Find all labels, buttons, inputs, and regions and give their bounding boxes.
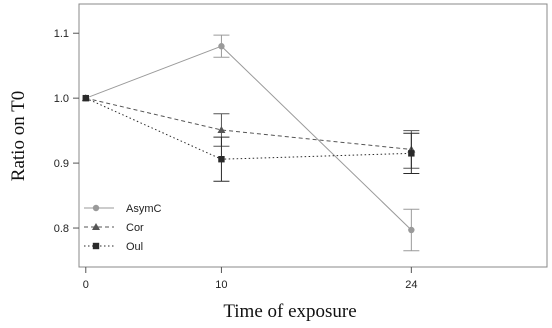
legend-item-oul: Oul (84, 241, 143, 253)
data-point-oul (82, 94, 89, 102)
series-asymc (82, 34, 420, 252)
series-line-cor (85, 97, 412, 150)
legend: AsymC Cor Oul (84, 203, 162, 253)
x-tick-label: 0 (83, 279, 89, 291)
x-tick-label: 10 (215, 279, 227, 291)
legend-label: AsymC (126, 203, 162, 215)
plot-area (78, 3, 548, 268)
data-point-cor (217, 125, 226, 133)
series-oul (82, 94, 420, 182)
legend-label: Oul (126, 241, 143, 253)
legend-label: Cor (126, 222, 144, 234)
legend-marker (92, 204, 100, 212)
data-point-oul (408, 150, 415, 157)
x-tick-label: 24 (405, 279, 417, 291)
y-axis: 0.8 0.9 1.0 1.1 (54, 28, 79, 235)
y-tick-label: 0.8 (54, 223, 69, 235)
legend-marker (92, 242, 100, 250)
data-point-oul (218, 156, 225, 163)
data-point-asymc (408, 226, 415, 234)
y-axis-title: Ratio on T0 (8, 91, 29, 181)
series-layer (81, 34, 420, 252)
y-tick-label: 1.0 (54, 93, 69, 105)
x-axis-title: Time of exposure (223, 301, 356, 322)
legend-marker (92, 223, 100, 230)
y-tick-label: 1.1 (54, 28, 69, 40)
y-tick-label: 0.9 (54, 158, 69, 170)
plot-frame (78, 3, 548, 268)
x-axis: 0 10 24 (83, 267, 417, 291)
series-cor (81, 94, 420, 169)
legend-item-asymc: AsymC (84, 203, 162, 215)
data-point-asymc (218, 43, 225, 50)
series-line-oul (85, 97, 412, 160)
legend-item-cor: Cor (84, 222, 144, 234)
